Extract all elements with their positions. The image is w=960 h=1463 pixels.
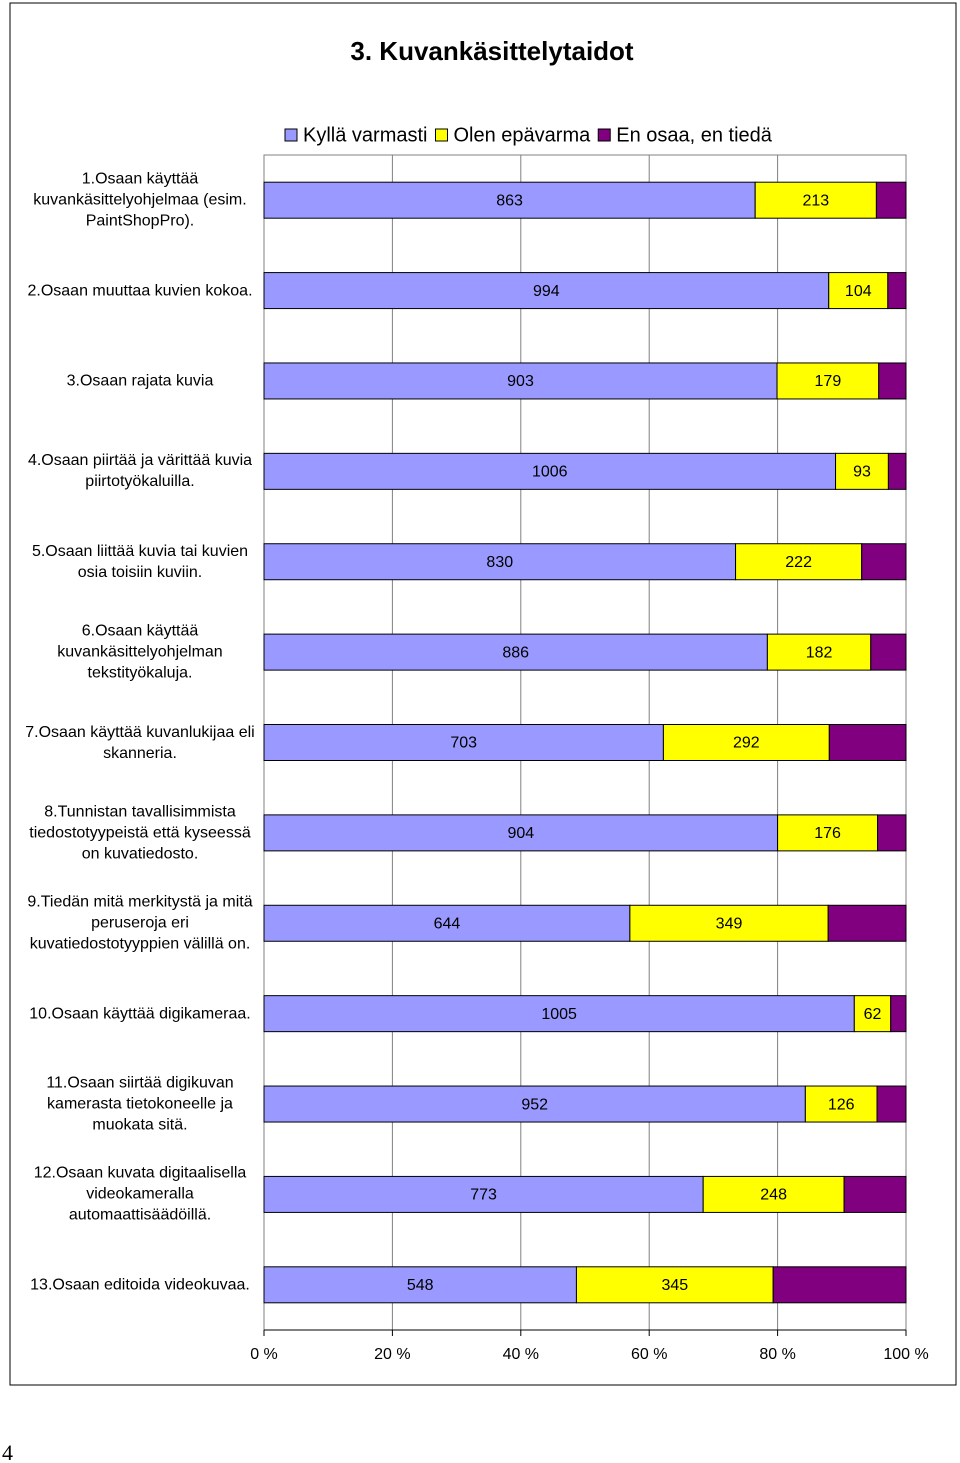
y-tick-label: 12.Osaan kuvata digitaalisella videokame…: [33, 1164, 247, 1224]
data-label: 104: [845, 283, 872, 300]
bar-segment: [263, 1175, 704, 1213]
legend-label: Olen epävarma: [453, 124, 591, 146]
x-tick-label: 20 %: [374, 1346, 410, 1363]
legend-label: En osaa, en tiedä: [616, 124, 773, 146]
data-label: 773: [470, 1187, 497, 1204]
y-tick-label: 9.Tiedän mitä merkitystä ja mitä peruser…: [27, 893, 253, 953]
data-label: 292: [733, 735, 760, 752]
data-label: 176: [814, 825, 841, 842]
bar-segment: [702, 1175, 845, 1213]
bar-segment: [878, 362, 907, 400]
y-tick-label: 2.Osaan muuttaa kuvien kokoa.: [27, 282, 253, 300]
bar-segment: [263, 1085, 806, 1123]
bar-segment: [828, 272, 889, 310]
bar-segment: [772, 1266, 907, 1304]
data-label: 1006: [532, 464, 568, 481]
y-tick-label: 8.Tunnistan tavallisimmista tiedostotyyp…: [29, 803, 251, 863]
data-label: 248: [760, 1187, 787, 1204]
data-label: 886: [502, 644, 529, 661]
data-label: 952: [521, 1096, 548, 1113]
data-label: 1005: [541, 1006, 577, 1023]
bar-segment: [777, 814, 879, 852]
bar-segment: [877, 814, 907, 852]
bar-segment: [662, 724, 830, 761]
data-label: 830: [486, 554, 513, 571]
bar-segment: [575, 1266, 774, 1304]
page-number: 4: [2, 1440, 13, 1463]
y-tick-label: 13.Osaan editoida videokuvaa.: [30, 1276, 250, 1294]
data-label: 349: [716, 915, 743, 932]
data-label: 903: [507, 373, 534, 390]
chart-title: 3. Kuvankäsittelytaidot: [350, 36, 634, 66]
data-label: 62: [864, 1006, 882, 1023]
bar-segment: [263, 272, 830, 310]
bar-segment: [263, 814, 779, 852]
data-label: 703: [450, 735, 477, 752]
bar-segment: [766, 633, 872, 671]
bar-segment: [735, 543, 863, 581]
data-label: 345: [661, 1277, 688, 1294]
bar-segment: [887, 272, 907, 310]
y-tick-label: 3.Osaan rajata kuvia: [66, 372, 214, 390]
data-label: 93: [853, 464, 871, 481]
y-tick-label: 1.Osaan käyttää kuvankäsittelyohjelmaa (…: [33, 170, 247, 230]
data-label: 213: [802, 192, 829, 209]
bar-segment: [263, 452, 837, 490]
bar-segment: [853, 995, 892, 1033]
x-tick-label: 40 %: [503, 1346, 539, 1363]
bar-segment: [828, 724, 907, 761]
y-tick-label: 11.Osaan siirtää digikuvan kamerasta tie…: [46, 1074, 234, 1134]
bar-segment: [861, 543, 907, 581]
data-label: 994: [533, 283, 560, 300]
data-label: 644: [434, 915, 461, 932]
y-tick-label: 10.Osaan käyttää digikameraa.: [29, 1005, 251, 1023]
x-tick-label: 60 %: [631, 1346, 667, 1363]
bar-segment: [876, 1085, 907, 1123]
data-label: 179: [815, 373, 842, 390]
bar-segment: [263, 995, 855, 1033]
y-tick-label: 6.Osaan käyttää kuvankäsittelyohjelman t…: [57, 622, 223, 682]
bar-segment: [263, 724, 664, 761]
bar-segment: [870, 633, 907, 671]
data-label: 863: [496, 192, 523, 209]
bar-segment: [263, 181, 756, 219]
data-label: 182: [806, 644, 833, 661]
data-label: 222: [785, 554, 812, 571]
bar-segment: [263, 1266, 577, 1304]
bar-segment: [804, 1085, 878, 1123]
bar-segment: [263, 633, 768, 671]
data-label: 548: [407, 1277, 434, 1294]
bar-segment: [827, 904, 907, 942]
legend-label: Kyllä varmasti: [303, 124, 427, 146]
y-tick-label: 4.Osaan piirtää ja värittää kuvia piirto…: [27, 452, 253, 491]
y-tick-label: 7.Osaan käyttää kuvanlukijaa eli skanner…: [25, 723, 255, 762]
bar-segment: [890, 995, 907, 1033]
bar-segment: [887, 452, 907, 490]
data-label: 904: [507, 825, 534, 842]
legend-swatch: [434, 128, 448, 142]
bar-segment: [835, 452, 889, 490]
x-tick-label: 100 %: [883, 1346, 928, 1363]
legend-swatch: [597, 128, 611, 142]
x-tick-label: 0 %: [250, 1346, 278, 1363]
data-label: 126: [828, 1096, 855, 1113]
bar-segment: [843, 1175, 907, 1213]
bar-segment: [263, 362, 778, 400]
x-tick-label: 80 %: [759, 1346, 795, 1363]
bar-segment: [263, 543, 737, 581]
bar-segment: [875, 181, 907, 219]
chart-frame: [9, 2, 957, 1386]
legend-swatch: [284, 128, 298, 142]
y-tick-label: 5.Osaan liittää kuvia tai kuvien osia to…: [31, 542, 249, 581]
